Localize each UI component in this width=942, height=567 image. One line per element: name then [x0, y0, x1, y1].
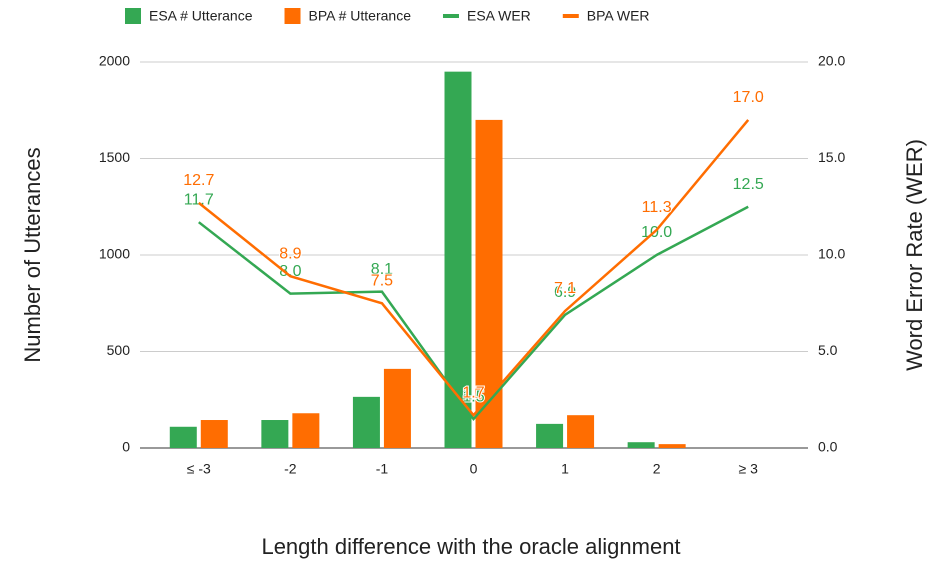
data-label: 8.0 [279, 263, 301, 280]
data-label: 11.7 [184, 191, 214, 208]
bar [169, 426, 197, 448]
bar [536, 423, 564, 448]
x-tick-label: ≥ 3 [739, 461, 759, 477]
y-tick-label: 2000 [99, 53, 130, 69]
x-tick-label: 1 [561, 461, 569, 477]
y2-tick-label: 0.0 [818, 439, 838, 455]
y2-tick-label: 20.0 [818, 53, 845, 69]
legend-label: ESA # Utterance [149, 8, 253, 24]
legend-label: BPA WER [587, 8, 650, 24]
data-label: 17.0 [733, 89, 764, 106]
bar [383, 368, 411, 448]
line [198, 205, 749, 422]
legend-swatch [442, 14, 459, 18]
bar [658, 444, 686, 448]
bar [475, 119, 503, 449]
data-label: 7.1 [554, 280, 576, 297]
data-label: 12.7 [183, 172, 214, 189]
y2-axis-title: Word Error Rate (WER) [902, 139, 927, 371]
x-tick-label: -2 [284, 461, 297, 477]
data-label: 1.7 [462, 384, 484, 401]
legend-swatch [125, 8, 141, 24]
legend-label: BPA # Utterance [309, 8, 412, 24]
bar [292, 413, 320, 448]
bar [200, 420, 228, 448]
x-axis-title: Length difference with the oracle alignm… [261, 534, 680, 559]
data-label: 6.9 [554, 284, 576, 301]
y-tick-label: 1500 [99, 149, 130, 165]
y2-tick-label: 10.0 [818, 246, 845, 262]
x-tick-label: 0 [470, 461, 478, 477]
legend-swatch [562, 14, 579, 18]
bar [352, 396, 380, 448]
data-label: 7.5 [371, 272, 393, 289]
x-tick-label: -1 [376, 461, 389, 477]
y-tick-label: 500 [107, 342, 131, 358]
y-tick-label: 0 [122, 439, 130, 455]
data-label: 1.5 [462, 388, 484, 405]
x-tick-label: 2 [653, 461, 661, 477]
y-axis-title: Number of Utterances [20, 147, 45, 362]
bar [627, 442, 655, 448]
line [198, 119, 750, 418]
legend-swatch [284, 8, 301, 24]
data-label: 12.5 [733, 176, 764, 193]
legend-label: ESA WER [467, 8, 531, 24]
y2-tick-label: 5.0 [818, 342, 838, 358]
data-label: 11.3 [642, 199, 672, 216]
data-label: 8.1 [371, 261, 393, 278]
x-tick-label: ≤ -3 [187, 461, 211, 477]
y-tick-label: 1000 [99, 246, 130, 262]
data-label: 8.9 [279, 245, 301, 262]
bar [261, 420, 289, 448]
bar [567, 415, 595, 448]
y2-tick-label: 15.0 [818, 149, 845, 165]
